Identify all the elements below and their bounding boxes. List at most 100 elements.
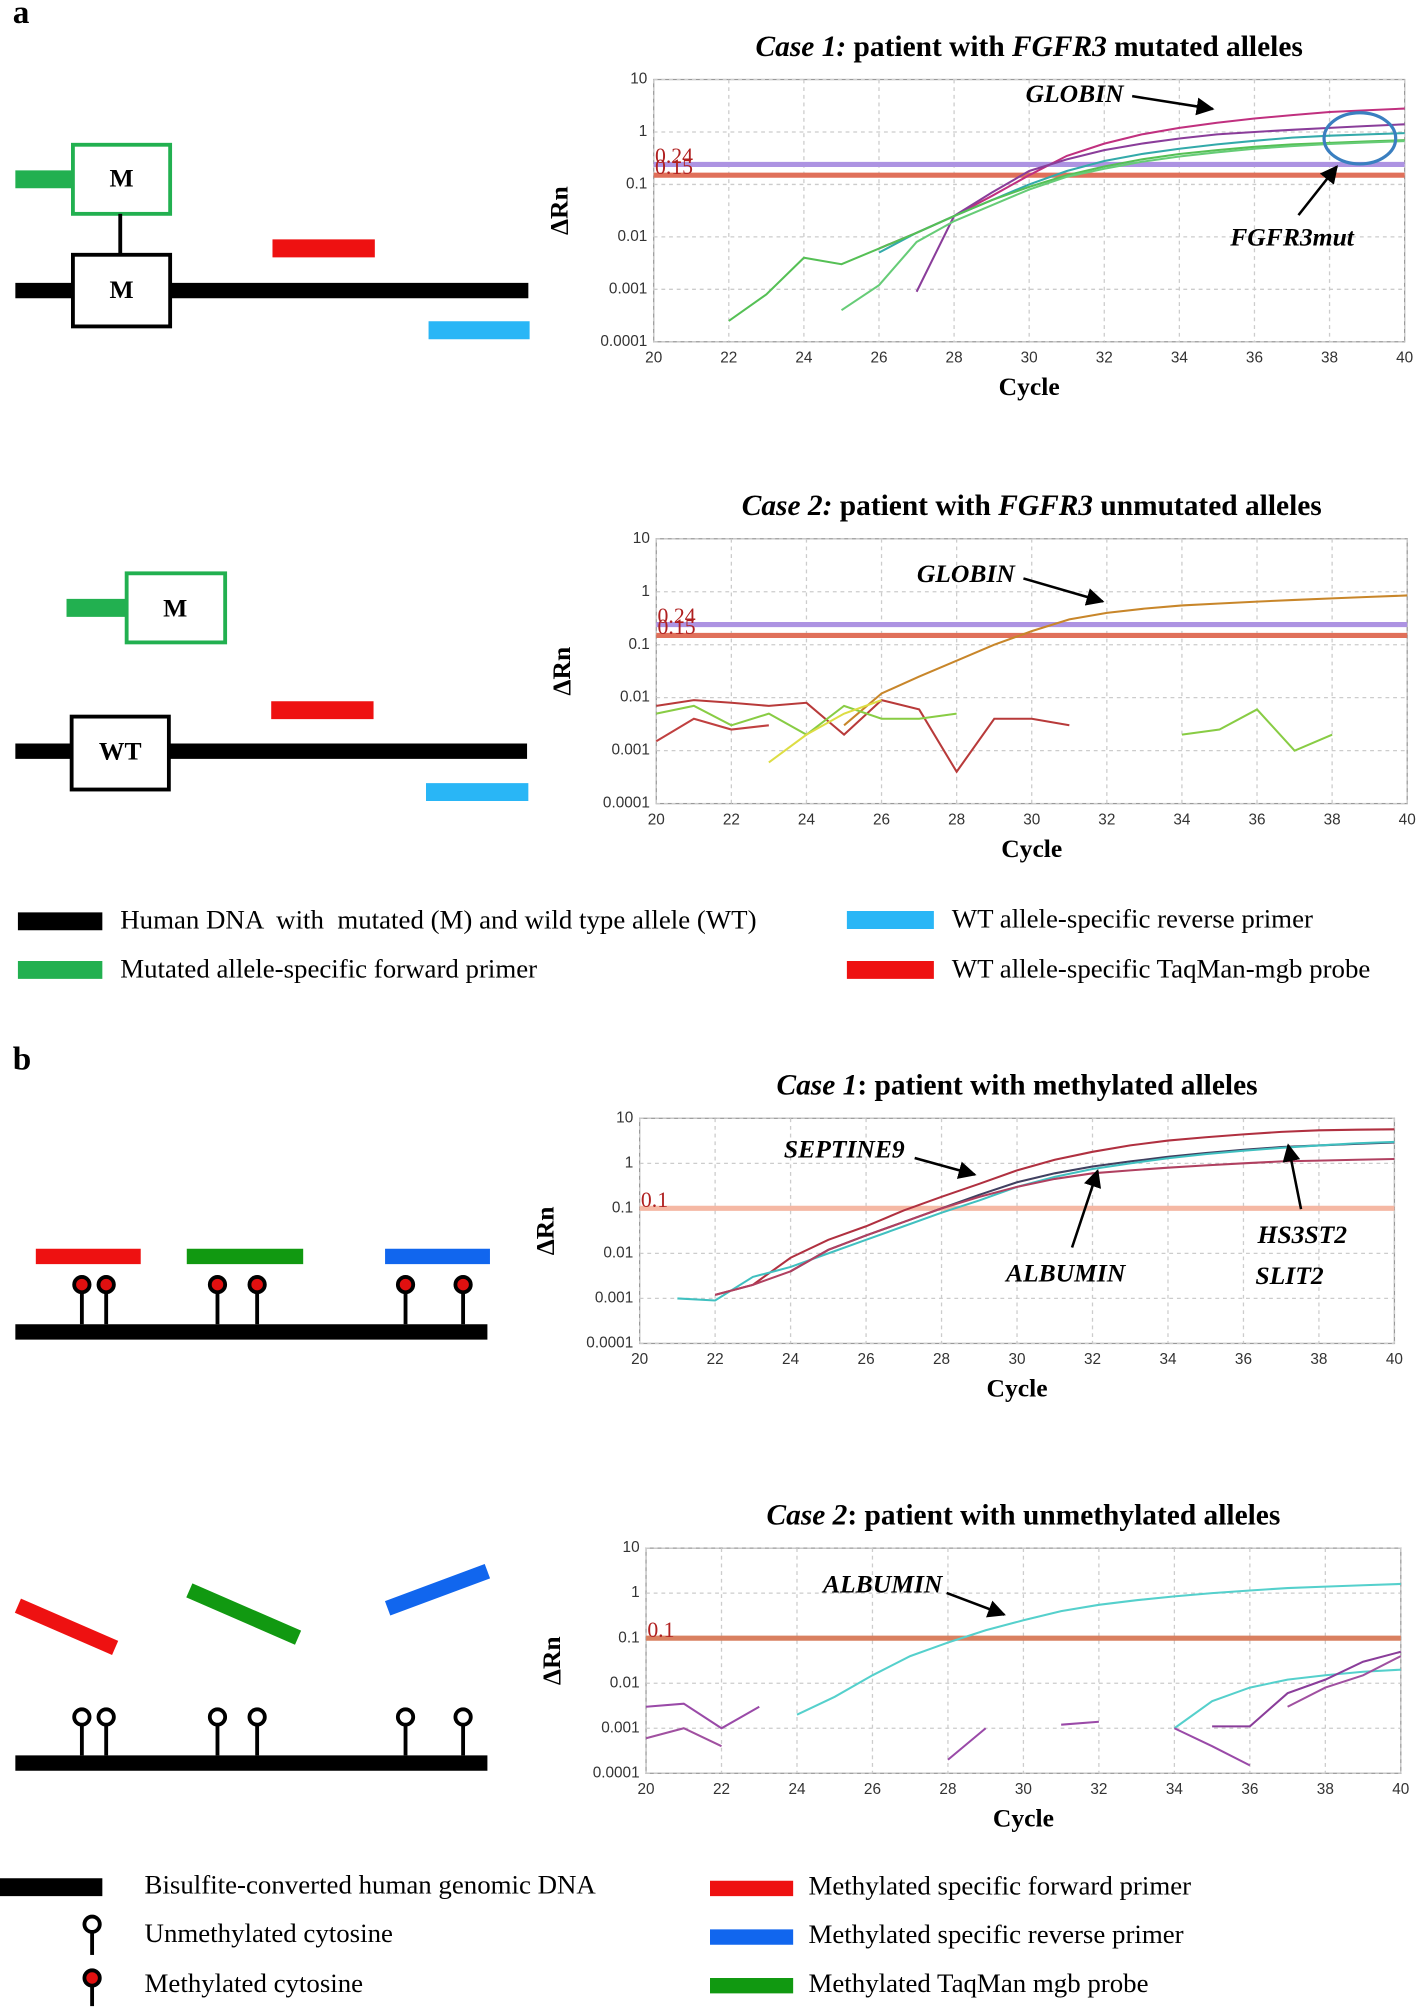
x-axis-label: Cycle: [986, 1374, 1047, 1403]
series-line: [714, 1157, 1395, 1296]
x-tick-label: 34: [1166, 1781, 1184, 1798]
series-line: [728, 139, 1405, 322]
x-tick-label: 28: [933, 1351, 950, 1368]
box-label: WT: [99, 737, 142, 766]
y-axis-label: ΔRn: [547, 647, 576, 696]
y-tick-label: 0.0001: [603, 795, 650, 812]
x-tick-label: 26: [858, 1351, 875, 1368]
annotation: FGFR3mut: [1229, 222, 1355, 251]
x-tick-label: 22: [723, 811, 740, 828]
y-tick-label: 1: [625, 1154, 634, 1171]
threshold-label: 0.24: [658, 604, 696, 628]
diagram-a-case2: M WT: [15, 571, 529, 802]
x-tick-label: 32: [1096, 349, 1113, 366]
annotation: SLIT2: [1255, 1261, 1323, 1290]
y-tick-label: 10: [633, 530, 650, 547]
x-tick-label: 36: [1241, 1781, 1258, 1798]
box-label: M: [109, 163, 133, 192]
x-tick-label: 28: [946, 349, 963, 366]
x-tick-label: 20: [631, 1351, 648, 1368]
y-tick-label: 0.0001: [586, 1335, 633, 1352]
y-tick-label: 0.01: [610, 1674, 640, 1691]
box-label: M: [109, 275, 133, 304]
diagram-a-case1: M M: [15, 142, 530, 340]
title-part: mutated alleles: [1107, 31, 1303, 63]
x-tick-label: 38: [1324, 811, 1341, 828]
annotation: GLOBIN: [917, 559, 1017, 588]
x-tick-label: 20: [645, 349, 662, 366]
y-tick-label: 0.0001: [593, 1764, 640, 1781]
legend-text: Methylated TaqMan mgb probe: [809, 1968, 1149, 1998]
title-part: Case 2:: [742, 490, 833, 522]
annotation: HS3ST2: [1257, 1220, 1348, 1249]
threshold-label: 0.15: [658, 615, 696, 639]
legend-text: Methylated cytosine: [145, 1968, 364, 1998]
x-tick-label: 30: [1021, 349, 1038, 366]
diagram-b-case1: [15, 1248, 490, 1340]
x-tick-label: 28: [948, 811, 965, 828]
threshold-label: 0.24: [655, 144, 693, 168]
series-line: [656, 698, 1070, 774]
x-tick-label: 40: [1396, 349, 1413, 366]
title-part: : patient with unmethylated alleles: [847, 1499, 1280, 1531]
x-tick-label: 32: [1084, 1351, 1101, 1368]
annotation: ALBUMIN: [1004, 1259, 1127, 1288]
x-tick-label: 26: [864, 1781, 881, 1798]
x-tick-label: 24: [798, 811, 816, 828]
y-tick-label: 10: [623, 1539, 640, 1556]
panel-label: a: [13, 0, 30, 31]
x-tick-label: 26: [873, 811, 890, 828]
title-part: Case 1:: [756, 31, 847, 63]
x-tick-label: 22: [707, 1351, 724, 1368]
series-line: [840, 140, 1405, 312]
y-tick-label: 0.1: [618, 1629, 639, 1646]
x-tick-label: 32: [1090, 1781, 1107, 1798]
x-tick-label: 38: [1310, 1351, 1327, 1368]
y-tick-label: 10: [630, 71, 647, 88]
title-part: Case 2: [767, 1499, 848, 1531]
x-tick-label: 34: [1173, 811, 1191, 828]
threshold-label: 0.1: [641, 1188, 668, 1212]
chart-title: Case 1: patient with FGFR3 mutated allel…: [756, 31, 1303, 63]
annotation: SEPTINE9: [784, 1134, 905, 1163]
title-part: Case 1: [776, 1069, 857, 1101]
legend-text: Human DNA with mutated (M) and wild type…: [120, 905, 756, 935]
y-tick-label: 0.1: [626, 175, 647, 192]
y-tick-label: 0.1: [612, 1199, 633, 1216]
chart-title: Case 2: patient with unmethylated allele…: [767, 1499, 1281, 1531]
x-tick-label: 22: [720, 349, 737, 366]
series-line: [645, 1702, 1251, 1767]
y-tick-label: 1: [641, 583, 650, 600]
threshold-label: 0.15: [655, 155, 693, 179]
y-tick-label: 0.001: [595, 1289, 633, 1306]
x-tick-label: 24: [788, 1781, 806, 1798]
x-tick-label: 38: [1321, 349, 1338, 366]
x-tick-label: 24: [782, 1351, 800, 1368]
x-tick-label: 40: [1392, 1781, 1409, 1798]
title-part: FGFR3: [997, 490, 1093, 522]
y-tick-label: 0.01: [620, 689, 650, 706]
y-tick-label: 0.01: [617, 228, 647, 245]
y-tick-label: 1: [639, 123, 648, 140]
x-tick-label: 24: [795, 349, 813, 366]
title-part: patient with: [846, 31, 1012, 63]
legend-text: Bisulfite-converted human genomic DNA: [145, 1869, 597, 1899]
annotation: GLOBIN: [1026, 79, 1126, 108]
legend-text: WT allele-specific TaqMan-mgb probe: [952, 953, 1371, 983]
y-tick-label: 0.001: [601, 1719, 639, 1736]
x-tick-label: 30: [1015, 1781, 1032, 1798]
y-axis-label: ΔRn: [544, 186, 573, 235]
series-line: [843, 594, 1408, 727]
x-tick-label: 36: [1235, 1351, 1252, 1368]
y-tick-label: 0.1: [629, 636, 650, 653]
series-line: [1212, 1650, 1402, 1728]
chart-title: Case 1: patient with methylated alleles: [776, 1069, 1257, 1101]
legend-text: WT allele-specific reverse primer: [952, 903, 1313, 933]
y-tick-label: 0.0001: [600, 333, 647, 350]
y-axis-label: ΔRn: [530, 1207, 559, 1256]
x-tick-label: 36: [1246, 349, 1263, 366]
x-tick-label: 40: [1386, 1351, 1403, 1368]
x-tick-label: 34: [1159, 1351, 1177, 1368]
series-line: [714, 1128, 1395, 1296]
series-line: [915, 123, 1405, 293]
